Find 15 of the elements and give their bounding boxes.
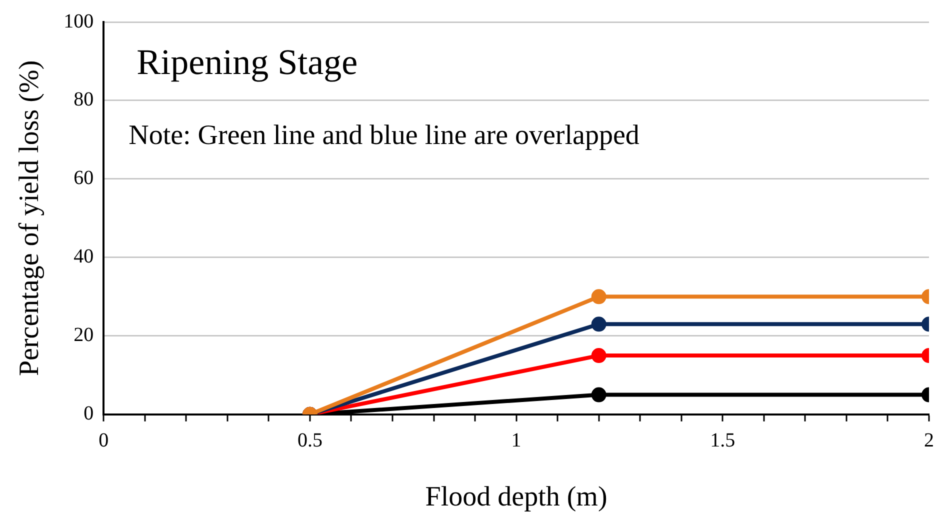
x-tick-label: 1.5: [710, 430, 736, 452]
annotation: Note: Green line and blue line are overlapped: [128, 120, 640, 151]
text: Ripening Stage: [136, 42, 358, 82]
y-tick-label: 80: [74, 88, 94, 111]
x-tick-label: 1: [511, 430, 522, 452]
x-tick-label: 2: [924, 430, 934, 452]
x-tick-label: 0: [98, 430, 109, 452]
y-tick-label: 60: [74, 167, 94, 190]
y-tick-label: 0: [84, 402, 94, 425]
x-tick-label: 0.5: [297, 430, 322, 452]
y-axis-title: Percentage of yield loss (%): [14, 60, 46, 376]
y-tick-label: 20: [74, 324, 94, 346]
y-tick-label: 40: [74, 246, 94, 268]
y-tick-label: 100: [64, 10, 94, 32]
x-axis-title: Flood depth (m): [425, 482, 608, 513]
